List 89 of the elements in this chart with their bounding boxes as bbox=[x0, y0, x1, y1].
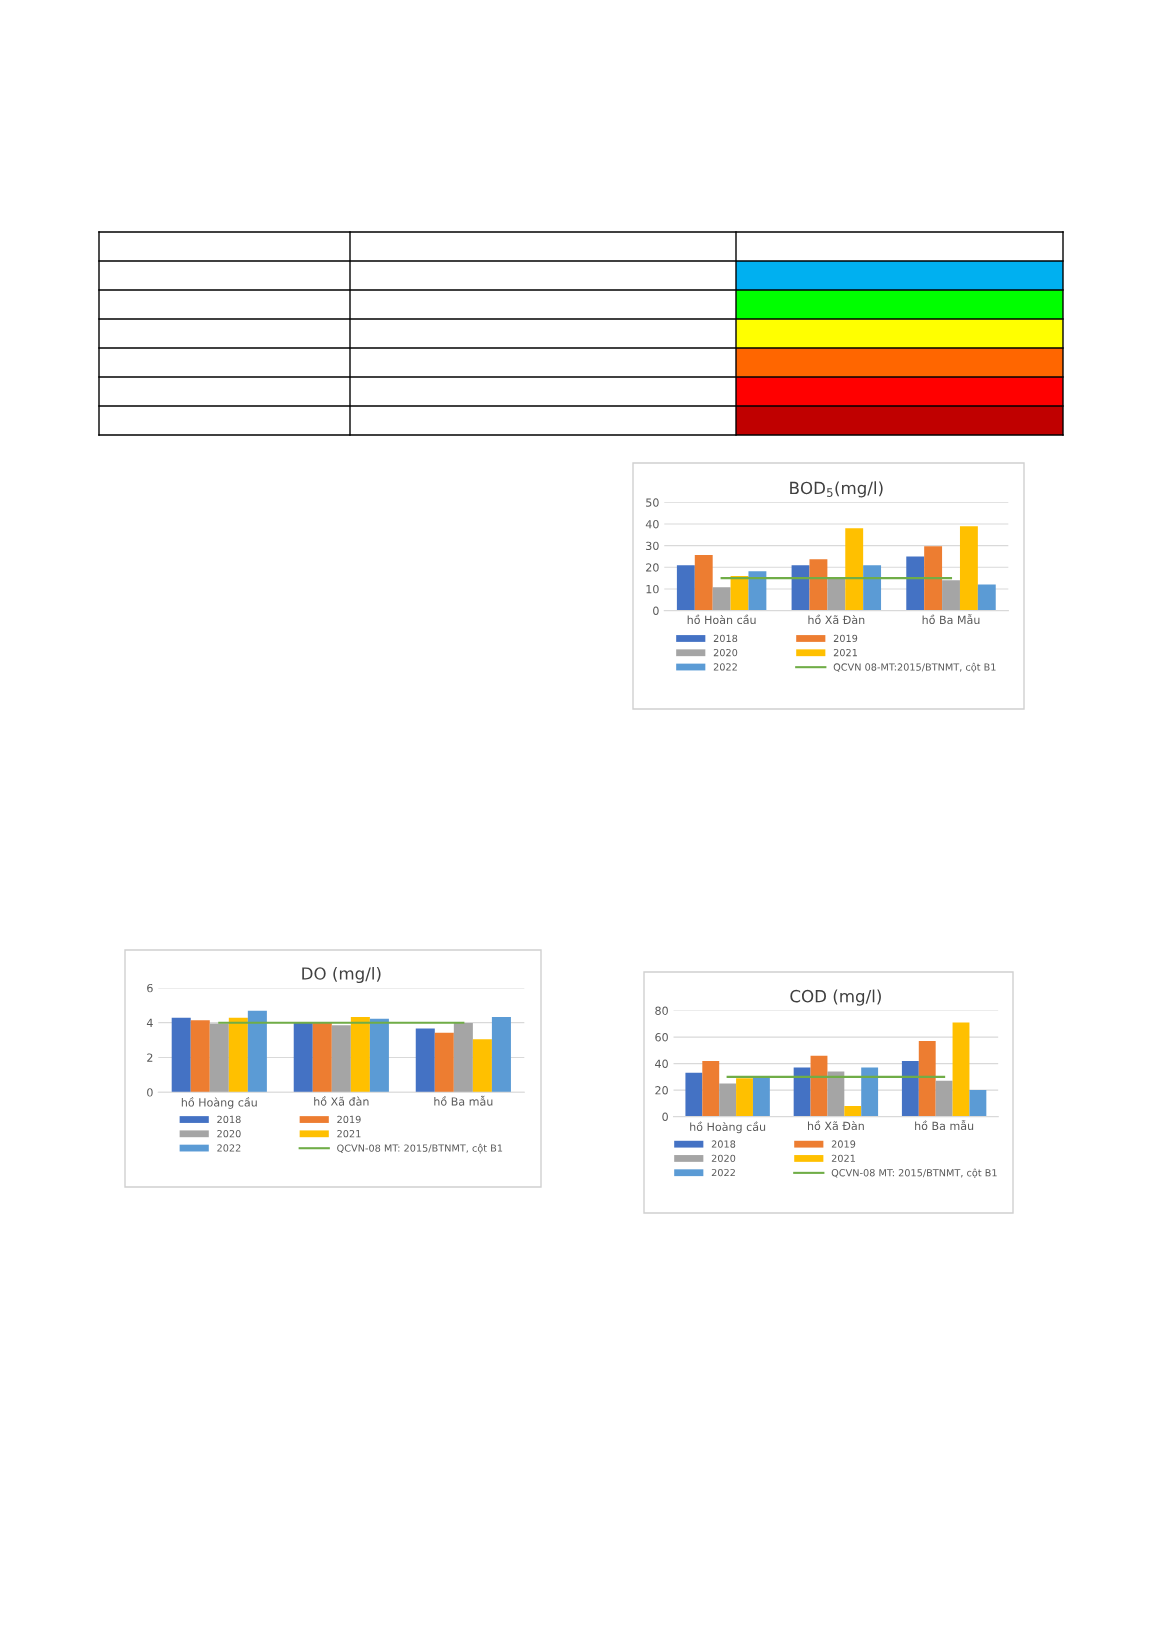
x-tick-label: hồ Xã Đàn bbox=[808, 1120, 864, 1131]
y-tick-label: 0 bbox=[653, 606, 659, 615]
bar bbox=[901, 1060, 919, 1117]
y-tick-label: 80 bbox=[655, 1006, 668, 1015]
bar bbox=[844, 1106, 862, 1117]
bar bbox=[312, 1022, 332, 1093]
bar bbox=[863, 565, 882, 611]
x-tick-label: hồ Hoàng cầu bbox=[690, 1121, 766, 1134]
bar bbox=[906, 556, 925, 611]
legend-label: 2018 bbox=[711, 1140, 736, 1148]
bar bbox=[827, 1071, 845, 1117]
bar bbox=[793, 1067, 811, 1117]
legend-label: 2020 bbox=[713, 648, 738, 657]
chart-title: BOD$_{5}$(mg/l) bbox=[790, 481, 883, 498]
bar bbox=[935, 1080, 953, 1117]
bar bbox=[719, 1083, 737, 1117]
bar bbox=[369, 1018, 389, 1093]
bar bbox=[748, 571, 767, 611]
bar bbox=[736, 1078, 753, 1117]
bar bbox=[331, 1025, 351, 1093]
bar bbox=[712, 587, 731, 611]
legend-label: 2020 bbox=[711, 1154, 736, 1162]
bar bbox=[209, 1023, 229, 1093]
x-tick-label: hồ Ba mẫu bbox=[915, 1120, 974, 1131]
y-tick-label: 20 bbox=[646, 563, 659, 572]
legend-label: 2020 bbox=[217, 1129, 241, 1138]
legend-label: QCVN-08 MT: 2015/BTNMT, cột B1 bbox=[831, 1168, 997, 1179]
bar bbox=[171, 1017, 191, 1093]
legend-label: 2022 bbox=[711, 1168, 735, 1177]
bar bbox=[415, 1028, 435, 1093]
bar bbox=[472, 1039, 492, 1093]
legend-label: 2021 bbox=[337, 1129, 361, 1138]
bar bbox=[942, 580, 960, 611]
x-tick-label: hồ Hoàng cầu bbox=[181, 1097, 257, 1109]
bar bbox=[685, 1072, 703, 1117]
bar bbox=[845, 528, 864, 611]
x-tick-label: hồ Xã đàn bbox=[314, 1096, 369, 1106]
bar bbox=[350, 1016, 370, 1093]
bar bbox=[190, 1020, 210, 1093]
bar bbox=[434, 1032, 454, 1093]
y-tick-label: 60 bbox=[655, 1033, 668, 1042]
bar bbox=[491, 1016, 511, 1093]
legend-label: 2019 bbox=[831, 1140, 856, 1148]
legend-label: QCVN-08 MT: 2015/BTNMT, cột B1 bbox=[337, 1143, 503, 1154]
chart-title: COD (mg/l) bbox=[790, 989, 881, 1006]
y-tick-label: 20 bbox=[655, 1086, 668, 1095]
bar bbox=[247, 1010, 267, 1093]
chart-title: DO (mg/l) bbox=[302, 966, 381, 984]
bar bbox=[969, 1090, 987, 1117]
bar bbox=[676, 565, 695, 611]
bar bbox=[752, 1076, 770, 1117]
bar bbox=[977, 584, 996, 611]
legend-label: 2022 bbox=[713, 663, 737, 671]
legend-label: 2022 bbox=[217, 1144, 241, 1152]
bar bbox=[952, 1022, 970, 1117]
y-tick-label: 30 bbox=[646, 541, 659, 551]
y-tick-label: 0 bbox=[662, 1112, 668, 1121]
x-tick-label: hồ Ba mẫu bbox=[434, 1095, 493, 1106]
legend-label: 2018 bbox=[217, 1115, 241, 1124]
bar bbox=[791, 565, 810, 611]
y-tick-label: 40 bbox=[655, 1059, 668, 1068]
bar bbox=[453, 1023, 473, 1093]
y-tick-label: 50 bbox=[646, 498, 659, 507]
bar bbox=[924, 546, 943, 611]
x-tick-label: hồ Hoàn cầu bbox=[687, 614, 756, 625]
bar bbox=[918, 1041, 936, 1117]
bar bbox=[827, 578, 846, 611]
legend-label: 2019 bbox=[337, 1115, 361, 1124]
y-tick-label: 6 bbox=[147, 983, 153, 993]
bar bbox=[702, 1060, 720, 1117]
y-tick-label: 2 bbox=[147, 1053, 153, 1062]
y-tick-label: 4 bbox=[146, 1018, 153, 1027]
bar bbox=[809, 559, 828, 611]
x-tick-label: hồ Ba Mẫu bbox=[922, 614, 980, 625]
y-tick-label: 0 bbox=[147, 1088, 153, 1097]
bar bbox=[810, 1055, 828, 1117]
legend-label: 2019 bbox=[833, 634, 858, 643]
legend-label: 2021 bbox=[831, 1154, 855, 1162]
legend-label: 2018 bbox=[713, 634, 738, 643]
bar bbox=[959, 526, 978, 611]
bar bbox=[861, 1067, 879, 1117]
bar bbox=[293, 1022, 313, 1093]
bar bbox=[228, 1017, 248, 1093]
legend-label: QCVN 08-MT:2015/BTNMT, cột B1 bbox=[833, 662, 996, 673]
y-tick-label: 40 bbox=[645, 519, 659, 529]
bar bbox=[694, 554, 713, 611]
legend-label: 2021 bbox=[833, 648, 857, 657]
x-tick-label: hồ Xã Đàn bbox=[808, 614, 865, 625]
y-tick-label: 10 bbox=[646, 584, 659, 594]
